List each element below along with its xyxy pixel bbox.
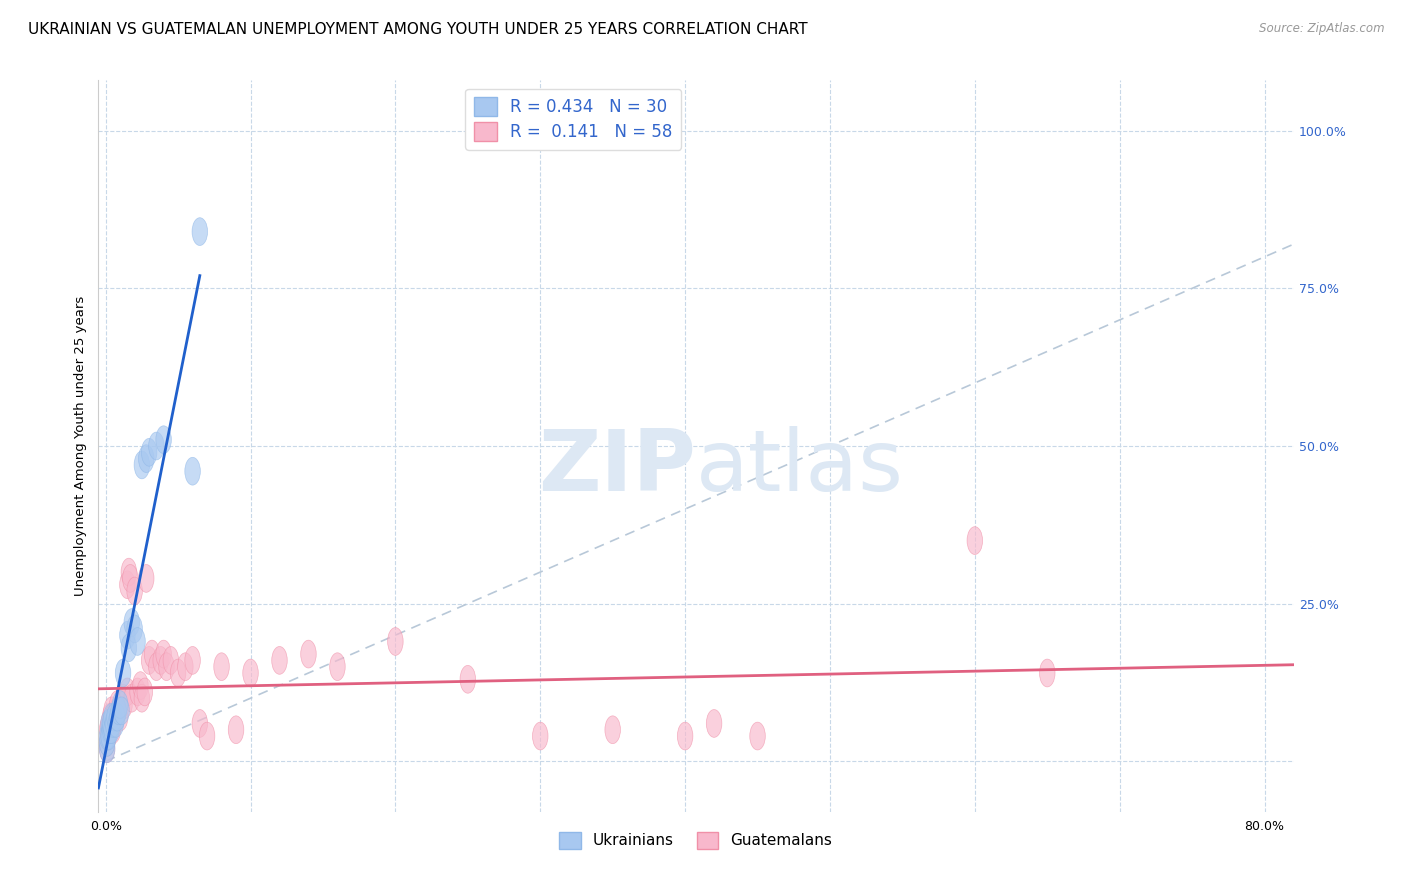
Text: Source: ZipAtlas.com: Source: ZipAtlas.com: [1260, 22, 1385, 36]
Text: ZIP: ZIP: [538, 426, 696, 509]
Legend: Ukrainians, Guatemalans: Ukrainians, Guatemalans: [554, 825, 838, 855]
Text: UKRAINIAN VS GUATEMALAN UNEMPLOYMENT AMONG YOUTH UNDER 25 YEARS CORRELATION CHAR: UKRAINIAN VS GUATEMALAN UNEMPLOYMENT AMO…: [28, 22, 807, 37]
Y-axis label: Unemployment Among Youth under 25 years: Unemployment Among Youth under 25 years: [75, 296, 87, 596]
Text: atlas: atlas: [696, 426, 904, 509]
